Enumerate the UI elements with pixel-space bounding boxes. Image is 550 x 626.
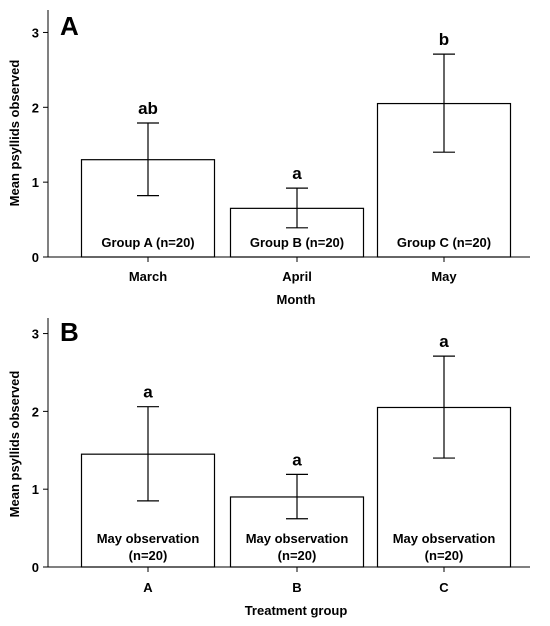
y-tick-label: 2 (32, 404, 39, 419)
panel-label: A (60, 11, 79, 41)
panel-a: A Mean psyllids observed Month 0123abMar… (7, 10, 530, 307)
x-tick-label: B (292, 580, 301, 595)
panel-label: B (60, 317, 79, 347)
bar-label: (n=20) (278, 548, 317, 563)
significance-letter: ab (138, 99, 158, 118)
x-axis-label: Month (277, 292, 316, 307)
significance-letter: a (292, 450, 302, 469)
y-axis-label: Mean psyllids observed (7, 60, 22, 207)
bar-label: May observation (97, 531, 200, 546)
x-axis-label: Treatment group (245, 603, 348, 618)
x-tick-label: April (282, 269, 312, 284)
plot-area: 0 1 2 3 a A May observation (n=20) a B May observa… (32, 318, 530, 595)
significance-letter: a (439, 332, 449, 351)
significance-letter: a (292, 164, 302, 183)
x-tick-label: March (129, 269, 167, 284)
bar-label: May observation (393, 531, 496, 546)
y-tick-label: 3 (32, 25, 39, 40)
bar-label: Group C (n=20) (397, 235, 491, 250)
significance-letter: b (439, 30, 449, 49)
y-tick-label: 3 (32, 327, 39, 342)
panel-b: B Mean psyllids observed Treatment group… (7, 317, 530, 618)
bar-label: (n=20) (425, 548, 464, 563)
x-tick-label: C (439, 580, 449, 595)
y-axis-label: Mean psyllids observed (7, 371, 22, 518)
x-tick-label: May (431, 269, 457, 284)
x-tick-label: A (143, 580, 153, 595)
y-tick-label: 0 (32, 560, 39, 575)
y-tick-label: 1 (32, 175, 39, 190)
significance-letter: a (143, 383, 153, 402)
y-tick-label: 0 (32, 250, 39, 265)
y-tick-label: 1 (32, 482, 39, 497)
bar-label: Group A (n=20) (101, 235, 194, 250)
y-tick-label: 2 (32, 100, 39, 115)
bar-label: May observation (246, 531, 349, 546)
plot-area: 0 1 2 3 ab March Group A (n=20) a April Group B (… (32, 10, 530, 284)
bar-label: (n=20) (129, 548, 168, 563)
bar-label: Group B (n=20) (250, 235, 344, 250)
